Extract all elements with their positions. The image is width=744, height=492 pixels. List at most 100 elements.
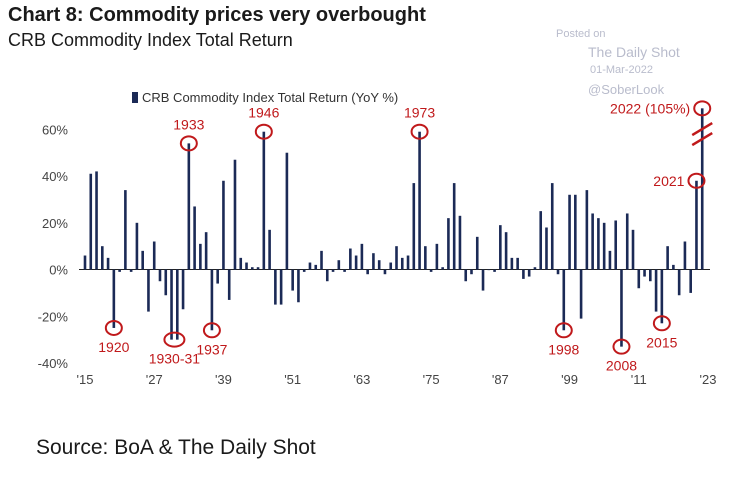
bar-1930 <box>170 269 173 340</box>
annotation-circle-1933 <box>179 135 198 152</box>
bar-1938 <box>216 269 219 284</box>
bar-2003 <box>591 213 594 270</box>
bar-1933 <box>187 143 191 270</box>
watermark-posted: Posted on <box>556 28 606 40</box>
bar-1915 <box>83 255 87 270</box>
x-tick-label: '87 <box>492 372 509 387</box>
bar-1916 <box>89 173 93 270</box>
bar-1972 <box>412 183 416 270</box>
bar-1962 <box>354 255 358 270</box>
bar-1991 <box>522 269 525 279</box>
bar-1949 <box>279 269 283 305</box>
bar-1922 <box>124 190 127 270</box>
bar-2013 <box>649 269 652 282</box>
bar-1957 <box>325 269 329 282</box>
bar-1997 <box>556 269 560 275</box>
bar-1919 <box>106 257 110 270</box>
chart-title: Chart 8: Commodity prices very overbough… <box>8 4 426 26</box>
bar-1970 <box>400 257 404 270</box>
annotation-label-2008: 2008 <box>606 358 637 374</box>
bar-1954 <box>308 262 312 270</box>
bar-1932 <box>181 269 185 310</box>
axis-break-stroke <box>691 121 713 137</box>
x-tick-label: '51 <box>284 372 301 387</box>
chart-subtitle: CRB Commodity Index Total Return <box>8 30 293 50</box>
bar-1984 <box>481 269 485 291</box>
bar-1988 <box>504 232 508 270</box>
bar-1977 <box>441 267 444 270</box>
bar-1935 <box>199 243 202 270</box>
bar-1976 <box>435 243 439 270</box>
x-tick-label: '63 <box>353 372 370 387</box>
watermark-name: The Daily Shot <box>588 44 680 60</box>
annotation-circle-1920 <box>104 319 123 336</box>
bar-1996 <box>550 183 554 270</box>
x-tick-label: '27 <box>146 372 163 387</box>
y-tick-label: 0% <box>49 263 68 278</box>
bar-1955 <box>314 264 318 270</box>
annotation-label-1930-31: 1930-31 <box>149 351 201 367</box>
annotation-circle-1937 <box>202 322 221 339</box>
bar-1943 <box>245 262 248 270</box>
bar-1994 <box>539 211 543 270</box>
bar-2017 <box>672 264 675 270</box>
bar-1925 <box>141 250 144 270</box>
bar-2008 <box>620 269 623 347</box>
bar-1939 <box>222 180 225 270</box>
bar-2018 <box>677 269 681 296</box>
bar-1923 <box>129 269 133 272</box>
annotation-circle-1930-31 <box>163 331 186 348</box>
x-tick-label: '99 <box>561 372 578 387</box>
bar-1946 <box>262 131 266 270</box>
x-tick-label: '23 <box>700 372 717 387</box>
y-tick-label: 40% <box>42 169 68 184</box>
bar-1981 <box>464 269 468 282</box>
legend-swatch <box>132 92 138 103</box>
bar-1959 <box>337 260 341 270</box>
x-tick-label: '75 <box>423 372 440 387</box>
annotation-label-1973: 1973 <box>404 105 435 121</box>
bar-1989 <box>510 257 514 270</box>
y-tick-label: 20% <box>42 216 68 231</box>
bar-1953 <box>302 269 306 272</box>
bar-1986 <box>493 269 496 272</box>
bar-2009 <box>625 213 629 270</box>
bar-2016 <box>666 246 669 270</box>
annotation-label-2021: 2021 <box>653 173 684 189</box>
annotation-circle-1946 <box>254 123 273 140</box>
bar-2000 <box>574 194 577 270</box>
bar-1948 <box>274 269 277 305</box>
bar-1992 <box>527 269 531 277</box>
bar-1965 <box>372 253 375 270</box>
bar-2010 <box>631 229 635 270</box>
bar-1934 <box>193 206 196 270</box>
bar-1952 <box>297 269 300 303</box>
bar-1947 <box>268 229 271 270</box>
y-tick-label: 60% <box>42 122 68 137</box>
bar-1942 <box>239 257 243 270</box>
annotation-label-2022 (105%): 2022 (105%) <box>610 100 690 116</box>
bar-2004 <box>597 218 600 270</box>
bar-1969 <box>395 246 398 270</box>
bar-1995 <box>545 227 548 270</box>
bar-1956 <box>320 250 323 270</box>
y-tick-label: -40% <box>38 356 69 371</box>
bar-2005 <box>602 222 606 270</box>
annotation-label-1946: 1946 <box>248 105 279 121</box>
bar-1924 <box>135 222 139 270</box>
bar-1937 <box>210 269 214 331</box>
bar-2020 <box>689 269 692 293</box>
bar-1998 <box>562 269 566 331</box>
bar-1974 <box>424 246 427 270</box>
annotation-circle-2022 (105%) <box>693 100 712 117</box>
bar-1958 <box>331 269 335 272</box>
bar-1931 <box>175 269 179 340</box>
annotation-label-1937: 1937 <box>196 341 227 357</box>
bar-1968 <box>389 262 393 270</box>
bar-1928 <box>158 269 162 282</box>
annotation-circle-2021 <box>687 172 706 189</box>
bar-1945 <box>256 267 260 270</box>
bar-1999 <box>568 194 571 270</box>
bar-1929 <box>164 269 168 296</box>
x-tick-label: '15 <box>77 372 94 387</box>
